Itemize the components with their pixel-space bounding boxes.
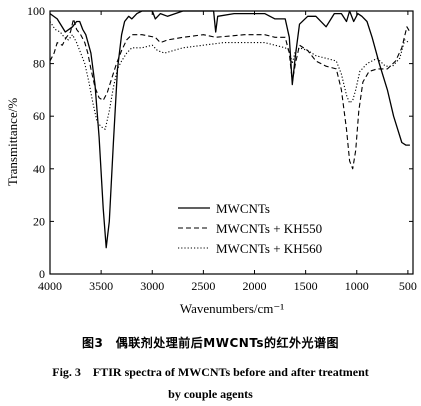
x-tick-label: 4000 <box>38 279 62 293</box>
x-tick-label: 1500 <box>294 279 318 293</box>
x-tick-label: 2500 <box>191 279 215 293</box>
legend-label: MWCNTs + KH550 <box>216 221 322 236</box>
y-tick-label: 80 <box>33 57 45 71</box>
legend-label: MWCNTs + KH560 <box>216 241 322 256</box>
x-tick-label: 1000 <box>345 279 369 293</box>
legend-label: MWCNTs <box>216 201 270 216</box>
figure-caption-chinese: 图3 偶联剂处理前后MWCNTs的红外光谱图 <box>81 336 340 350</box>
y-tick-label: 60 <box>33 109 45 123</box>
x-tick-label: 3000 <box>140 279 164 293</box>
series-line-3 <box>49 21 410 130</box>
y-tick-label: 100 <box>27 4 45 18</box>
figure-caption-english-line2: by couple agents <box>168 387 253 401</box>
x-tick-label: 3500 <box>89 279 113 293</box>
series-line-2 <box>49 18 411 170</box>
figure-caption-english-line1: Fig. 3 FTIR spectra of MWCNTs before and… <box>52 365 369 379</box>
y-tick-label: 0 <box>39 267 45 281</box>
x-axis-label: Wavenumbers/cm⁻¹ <box>180 301 284 316</box>
y-axis-label: Transmittance/% <box>5 98 20 187</box>
y-tick-label: 40 <box>33 162 45 176</box>
series-line-1 <box>49 10 410 249</box>
x-tick-label: 500 <box>399 279 417 293</box>
x-tick-label: 2000 <box>243 279 267 293</box>
y-tick-label: 20 <box>33 214 45 228</box>
plot-frame <box>49 10 414 275</box>
